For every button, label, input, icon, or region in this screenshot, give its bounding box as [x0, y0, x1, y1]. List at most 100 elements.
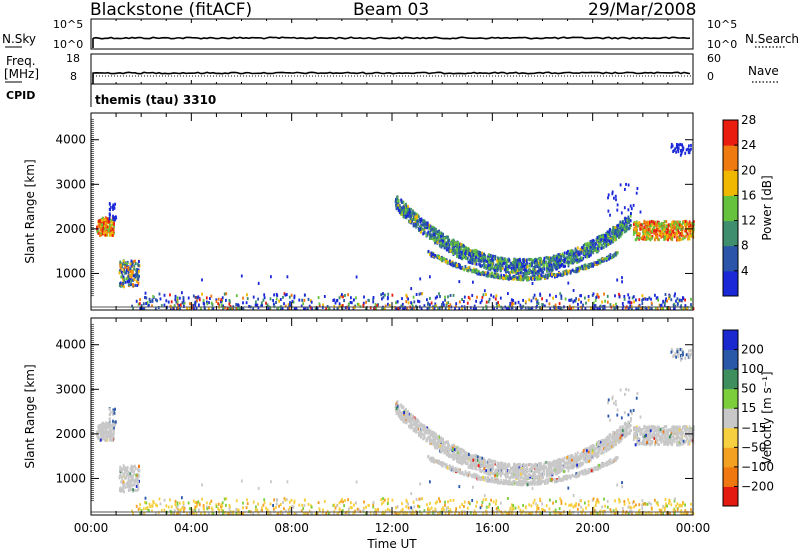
- power-scatter-point: [646, 235, 648, 239]
- power-scatter-point: [474, 260, 476, 264]
- power-scatter-point: [651, 229, 654, 233]
- cpid-label: CPID: [6, 89, 36, 102]
- power-scatter-point: [187, 296, 190, 300]
- velocity-scatter-point: [136, 467, 139, 471]
- power-scatter-point: [293, 306, 296, 310]
- power-scatter-point: [522, 298, 524, 302]
- power-scatter-point: [446, 261, 449, 265]
- power-scatter-point: [242, 301, 244, 305]
- power-scatter-point: [208, 301, 210, 305]
- velocity-scatter-point: [594, 509, 597, 513]
- power-scatter-point: [672, 224, 674, 228]
- power-scatter-point: [564, 272, 567, 276]
- power-scatter-point: [630, 301, 633, 305]
- power-scatter-point: [194, 304, 197, 308]
- power-scatter-point: [576, 256, 579, 260]
- power-scatter-point: [454, 307, 456, 311]
- power-scatter-point: [541, 260, 544, 264]
- power-scatter-point: [432, 233, 434, 237]
- power-scatter-point: [529, 264, 532, 267]
- power-scatter-point: [523, 260, 525, 264]
- power-scatter-point: [648, 306, 651, 310]
- velocity-scatter-point: [256, 508, 259, 512]
- power-scatter-point: [557, 265, 560, 269]
- power-scatter-point: [448, 247, 451, 250]
- power-scatter-point: [572, 255, 575, 258]
- power-scatter-point: [614, 294, 616, 298]
- power-scatter-point: [506, 307, 508, 311]
- power-scatter-point: [673, 235, 676, 239]
- velocity-scatter-point: [113, 426, 115, 430]
- power-scatter-point: [464, 256, 467, 260]
- power-scatter-point: [484, 256, 486, 260]
- power-scatter-point: [615, 198, 617, 202]
- power-scatter-point: [572, 289, 575, 292]
- power-scatter-point: [505, 267, 507, 271]
- power-scatter-point: [563, 272, 566, 276]
- velocity-scatter-point: [528, 512, 531, 516]
- power-scatter-point: [669, 237, 672, 241]
- power-scatter-point: [198, 298, 201, 302]
- power-scatter-point: [488, 261, 491, 265]
- power-scatter-point: [413, 212, 415, 216]
- velocity-scatter-point: [127, 479, 130, 483]
- power-scatter-point: [490, 271, 493, 275]
- power-scatter-point: [580, 250, 583, 254]
- velocity-scatter-point: [596, 512, 599, 516]
- power-scatter-point: [439, 243, 442, 247]
- power-scatter-point: [108, 225, 111, 229]
- velocity-scatter-point: [537, 507, 540, 510]
- power-scatter-point: [664, 299, 667, 303]
- power-scatter-point: [572, 258, 574, 261]
- power-scatter-point: [437, 307, 439, 311]
- power-scatter-point: [123, 279, 126, 283]
- power-scatter-point: [473, 304, 476, 308]
- velocity-scatter-point: [112, 419, 114, 423]
- power-scatter-point: [480, 259, 483, 263]
- velocity-scatter-point: [275, 506, 277, 509]
- power-scatter-point: [420, 306, 423, 310]
- power-scatter-point: [284, 293, 287, 297]
- power-scatter-point: [570, 306, 572, 310]
- power-scatter-point: [352, 307, 355, 311]
- power-scatter-point: [513, 261, 515, 265]
- power-scatter-point: [672, 150, 674, 153]
- power-scatter-point: [192, 294, 195, 298]
- power-scatter-point: [104, 229, 107, 233]
- power-scatter-point: [451, 246, 454, 250]
- power-scatter-point: [594, 304, 597, 308]
- power-scatter-point: [428, 223, 431, 227]
- power-scatter-point: [469, 254, 472, 258]
- power-scatter-point: [555, 294, 557, 298]
- power-scatter-point: [456, 263, 459, 267]
- power-scatter-point: [635, 307, 638, 311]
- power-scatter-point: [467, 295, 470, 299]
- velocity-scatter-point: [281, 512, 284, 516]
- velocity-scatter-point: [472, 512, 475, 516]
- power-scatter-point: [449, 259, 451, 263]
- power-scatter-point: [181, 291, 183, 295]
- power-scatter-point: [257, 281, 260, 285]
- velocity-scatter-point: [560, 512, 563, 516]
- power-scatter-point: [655, 225, 658, 229]
- power-scatter-point: [559, 254, 562, 258]
- power-scatter-point: [487, 259, 490, 263]
- velocity-scatter-point: [136, 476, 138, 480]
- power-scatter-point: [642, 232, 645, 236]
- power-scatter-point: [464, 307, 466, 311]
- power-scatter-point: [528, 298, 531, 302]
- power-scatter-point: [536, 300, 539, 304]
- power-scatter-point: [476, 269, 479, 273]
- power-scatter-point: [520, 306, 522, 310]
- power-scatter-point: [473, 258, 475, 262]
- power-scatter-point: [617, 223, 620, 227]
- power-scatter-point: [644, 297, 647, 301]
- velocity-scatter-point: [177, 511, 180, 515]
- power-scatter-point: [635, 222, 638, 226]
- power-scatter-point: [221, 296, 224, 300]
- power-scatter-point: [532, 296, 535, 300]
- velocity-scatter-point: [228, 507, 231, 511]
- power-scatter-point: [434, 241, 436, 245]
- power-scatter-point: [442, 301, 444, 305]
- power-scatter-point: [132, 278, 134, 282]
